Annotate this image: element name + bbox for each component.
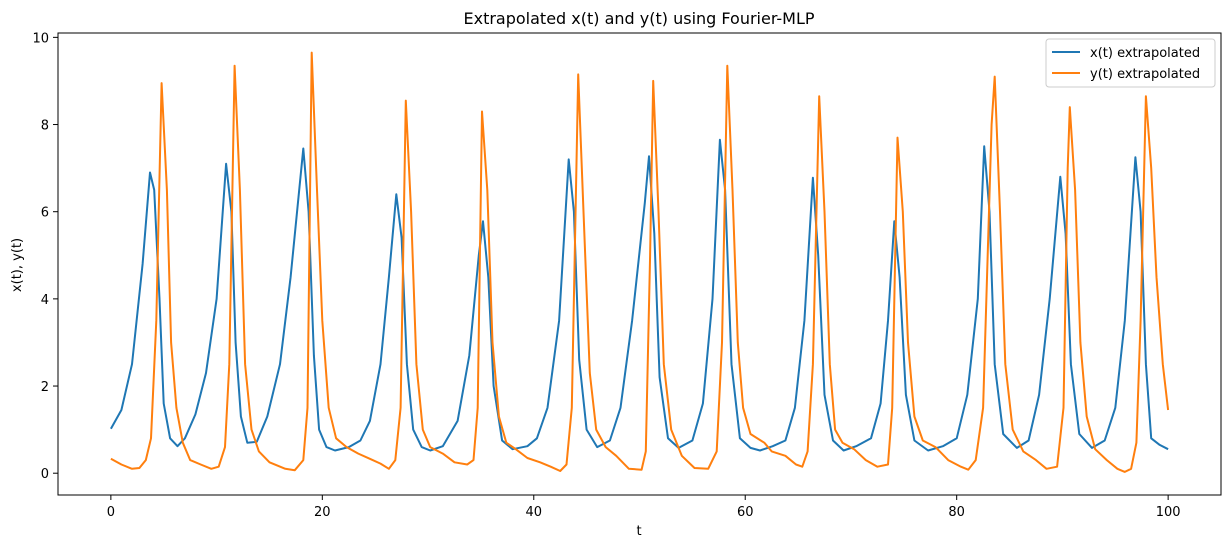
y-tick-label: 8 <box>41 119 49 134</box>
x-tick-label: 80 <box>948 505 965 520</box>
chart-title: Extrapolated x(t) and y(t) using Fourier… <box>463 9 814 28</box>
y-tick-label: 2 <box>41 380 49 395</box>
legend-box <box>1045 38 1216 88</box>
y-tick-label: 6 <box>41 206 49 221</box>
series-layer <box>110 51 1170 473</box>
x-tick-label: 0 <box>107 505 115 520</box>
plot-area <box>57 32 1222 496</box>
legend: x(t) extrapolated y(t) extrapolated <box>1045 38 1216 88</box>
series-line-0 <box>110 138 1169 452</box>
legend-label-x: x(t) extrapolated <box>1090 46 1200 61</box>
x-axis-ticks: 0 20 40 60 80 100 <box>107 495 1181 520</box>
axes-frame <box>57 32 1222 496</box>
x-tick-label: 20 <box>314 505 331 520</box>
y-tick-label: 4 <box>41 293 49 308</box>
series-line-1 <box>110 51 1170 473</box>
x-tick-label: 40 <box>525 505 542 520</box>
x-tick-label: 100 <box>1156 505 1181 520</box>
y-axis-ticks: 0 2 4 6 8 10 <box>32 31 58 482</box>
legend-label-y: y(t) extrapolated <box>1090 67 1200 82</box>
y-tick-label: 0 <box>41 467 49 482</box>
x-tick-label: 60 <box>737 505 754 520</box>
y-axis-label: x(t), y(t) <box>10 238 25 292</box>
y-tick-label: 10 <box>32 31 49 46</box>
x-axis-label: t <box>636 524 641 539</box>
